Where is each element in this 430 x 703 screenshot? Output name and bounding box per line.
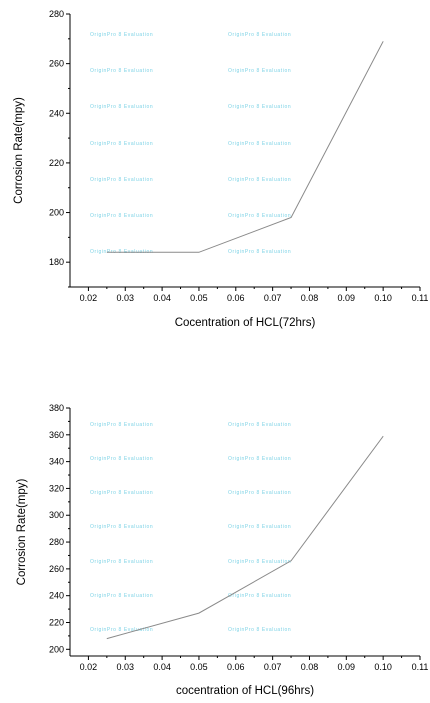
watermark-text: OriginPro 8 Evaluation — [90, 490, 153, 496]
x-tick-label: 0.04 — [153, 293, 171, 303]
watermark-text: OriginPro 8 Evaluation — [228, 490, 291, 496]
watermark-text: OriginPro 8 Evaluation — [90, 456, 153, 462]
x-axis-label: cocentration of HCL(96hrs) — [176, 685, 314, 697]
y-tick-label: 380 — [49, 403, 64, 413]
watermark-text: OriginPro 8 Evaluation — [90, 593, 153, 599]
watermark-text: OriginPro 8 Evaluation — [228, 456, 291, 462]
watermark-text: OriginPro 8 Evaluation — [90, 104, 153, 110]
watermark-text: OriginPro 8 Evaluation — [228, 177, 291, 183]
x-axis-label: Cocentration of HCL(72hrs) — [175, 317, 316, 329]
y-tick-label: 240 — [49, 591, 64, 601]
x-tick-label: 0.09 — [338, 662, 356, 672]
y-tick-label: 200 — [49, 644, 64, 654]
y-tick-label: 300 — [49, 510, 64, 520]
x-tick-label: 0.06 — [227, 293, 245, 303]
y-tick-label: 200 — [49, 208, 64, 218]
x-tick-label: 0.10 — [374, 662, 392, 672]
watermark-text: OriginPro 8 Evaluation — [228, 524, 291, 530]
data-line — [106, 41, 384, 253]
watermark-text: OriginPro 8 Evaluation — [90, 141, 153, 147]
y-tick-label: 340 — [49, 457, 64, 467]
y-ticks: 180 200 220 240 260 280 — [49, 9, 70, 288]
x-tick-label: 0.11 — [412, 662, 429, 672]
watermark-layer: OriginPro 8 Evaluation OriginPro 8 Evalua… — [90, 422, 291, 633]
x-tick-label: 0.06 — [227, 662, 245, 672]
data-line — [106, 435, 384, 640]
x-tick-label: 0.02 — [80, 662, 98, 672]
watermark-text: OriginPro 8 Evaluation — [228, 141, 291, 147]
x-tick-label: 0.08 — [301, 293, 319, 303]
watermark-text: OriginPro 8 Evaluation — [228, 249, 291, 255]
x-tick-label: 0.03 — [116, 662, 134, 672]
x-tick-label: 0.09 — [338, 293, 356, 303]
y-tick-label: 220 — [49, 158, 64, 168]
y-tick-label: 260 — [49, 59, 64, 69]
watermark-text: OriginPro 8 Evaluation — [90, 213, 153, 219]
x-tick-label: 0.05 — [190, 293, 208, 303]
watermark-text: OriginPro 8 Evaluation — [90, 422, 153, 428]
x-ticks: 0.02 0.03 0.04 0.05 0.06 0.07 0.08 0.09 0.10 0.11 — [80, 656, 429, 672]
y-axis-label: Corrosion Rate(mpy) — [13, 97, 25, 204]
watermark-text: OriginPro 8 Evaluation — [228, 213, 291, 219]
y-tick-label: 280 — [49, 537, 64, 547]
watermark-text: OriginPro 8 Evaluation — [228, 104, 291, 110]
chart-bottom: OriginPro 8 Evaluation OriginPro 8 Evalua… — [16, 403, 429, 697]
x-tick-label: 0.11 — [412, 293, 429, 303]
x-tick-label: 0.05 — [190, 662, 208, 672]
y-tick-label: 260 — [49, 564, 64, 574]
watermark-text: OriginPro 8 Evaluation — [90, 524, 153, 530]
watermark-text: OriginPro 8 Evaluation — [228, 422, 291, 428]
watermark-text: OriginPro 8 Evaluation — [228, 68, 291, 74]
x-tick-label: 0.04 — [153, 662, 171, 672]
y-ticks: 200 220 240 260 280 300 320 340 360 380 — [49, 403, 70, 654]
watermark-text: OriginPro 8 Evaluation — [228, 559, 291, 565]
watermark-text: OriginPro 8 Evaluation — [90, 32, 153, 38]
watermark-text: OriginPro 8 Evaluation — [228, 627, 291, 633]
watermark-text: OriginPro 8 Evaluation — [90, 177, 153, 183]
y-tick-label: 360 — [49, 430, 64, 440]
y-tick-label: 320 — [49, 483, 64, 493]
y-tick-label: 180 — [49, 257, 64, 267]
y-tick-label: 220 — [49, 617, 64, 627]
y-axis-label: Corrosion Rate(mpy) — [16, 478, 28, 585]
x-tick-label: 0.07 — [264, 293, 282, 303]
y-tick-label: 280 — [49, 9, 64, 19]
watermark-text: OriginPro 8 Evaluation — [90, 627, 153, 633]
watermark-text: OriginPro 8 Evaluation — [228, 593, 291, 599]
watermark-text: OriginPro 8 Evaluation — [228, 32, 291, 38]
x-tick-label: 0.10 — [374, 293, 392, 303]
x-ticks: 0.02 0.03 0.04 0.05 0.06 0.07 0.08 0.09 0.10 0.11 — [80, 287, 429, 303]
y-tick-label: 240 — [49, 108, 64, 118]
x-tick-label: 0.03 — [116, 293, 134, 303]
x-tick-label: 0.07 — [264, 662, 282, 672]
watermark-text: OriginPro 8 Evaluation — [90, 559, 153, 565]
x-tick-label: 0.02 — [80, 293, 98, 303]
watermark-text: OriginPro 8 Evaluation — [90, 68, 153, 74]
chart-top: OriginPro 8 Evaluation OriginPro 8 Evalua… — [13, 9, 429, 329]
x-tick-label: 0.08 — [301, 662, 319, 672]
watermark-layer: OriginPro 8 Evaluation OriginPro 8 Evalua… — [90, 32, 291, 255]
